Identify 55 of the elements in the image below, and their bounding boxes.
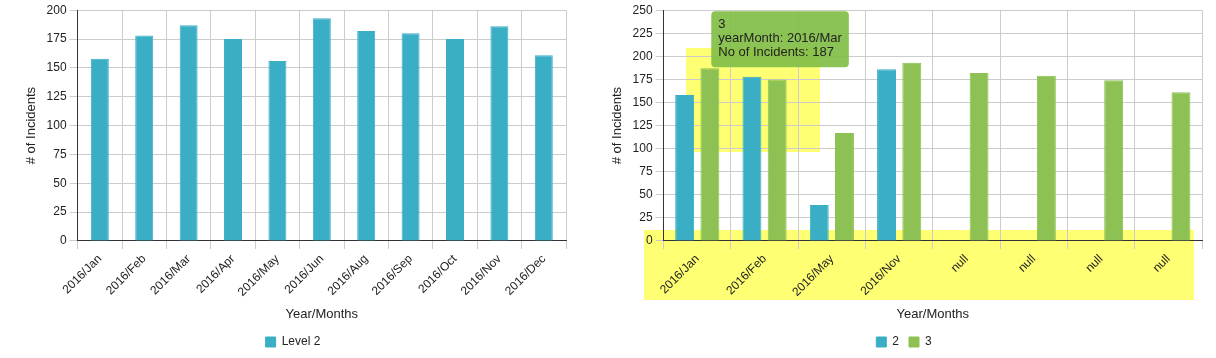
y-tick-label: 50 [639,187,653,202]
legend-label: 2 [892,334,900,349]
y-tick-label: 50 [53,175,67,190]
y-tick-label: 25 [53,204,67,219]
y-tick-label: 75 [639,164,653,179]
y-axis-title: # of Incidents [609,86,625,165]
x-tick-label: null [1015,251,1039,275]
bar [809,204,829,241]
y-tick-label: 100 [632,140,653,155]
bar [1171,92,1191,241]
y-tick-label: 0 [59,233,67,248]
bar [742,76,762,241]
bar [490,26,509,241]
y-axis-title: # of Incidents [23,86,39,165]
x-tick-label: null [947,251,971,275]
y-tick-label: 175 [632,71,653,86]
bar [767,79,787,241]
bar [135,35,154,241]
bar [902,62,922,241]
y-tick-label: 0 [645,233,653,248]
bar [700,68,720,241]
y-tick-label: 125 [46,89,67,104]
y-tick-label: 225 [632,25,653,40]
y-tick-label: 100 [46,117,67,132]
y-tick-label: 250 [632,2,653,17]
bar [534,55,553,241]
y-tick-label: 125 [632,117,653,132]
y-tick-label: 200 [632,48,653,63]
bar [357,30,376,241]
y-tick-label: 75 [53,146,67,161]
y-tick-label: 150 [632,94,653,109]
bar [675,95,695,241]
bar [835,132,854,241]
bar [401,33,420,241]
y-tick-label: 25 [639,210,653,225]
annotation: 3 yearMonth: 2016/Mar No of Incidents: 187 [718,16,843,60]
bar [90,58,109,241]
legend-label: 3 [925,334,932,349]
bar [268,60,287,241]
x-axis-title: Year/Months [285,305,359,321]
y-tick-label: 200 [46,2,67,17]
bar [877,69,897,241]
legend-label: Level 2 [281,334,321,349]
bar [969,72,989,241]
bar [1036,75,1056,241]
x-tick-label: null [1082,251,1106,275]
bar [446,39,464,241]
x-axis-title: Year/Months [896,305,970,321]
y-tick-label: 175 [46,31,67,46]
bar [312,18,331,241]
bar [224,39,243,241]
x-tick-label: null [1149,251,1173,275]
bar [1104,80,1124,241]
y-tick-label: 150 [46,60,67,75]
bar [179,25,198,241]
